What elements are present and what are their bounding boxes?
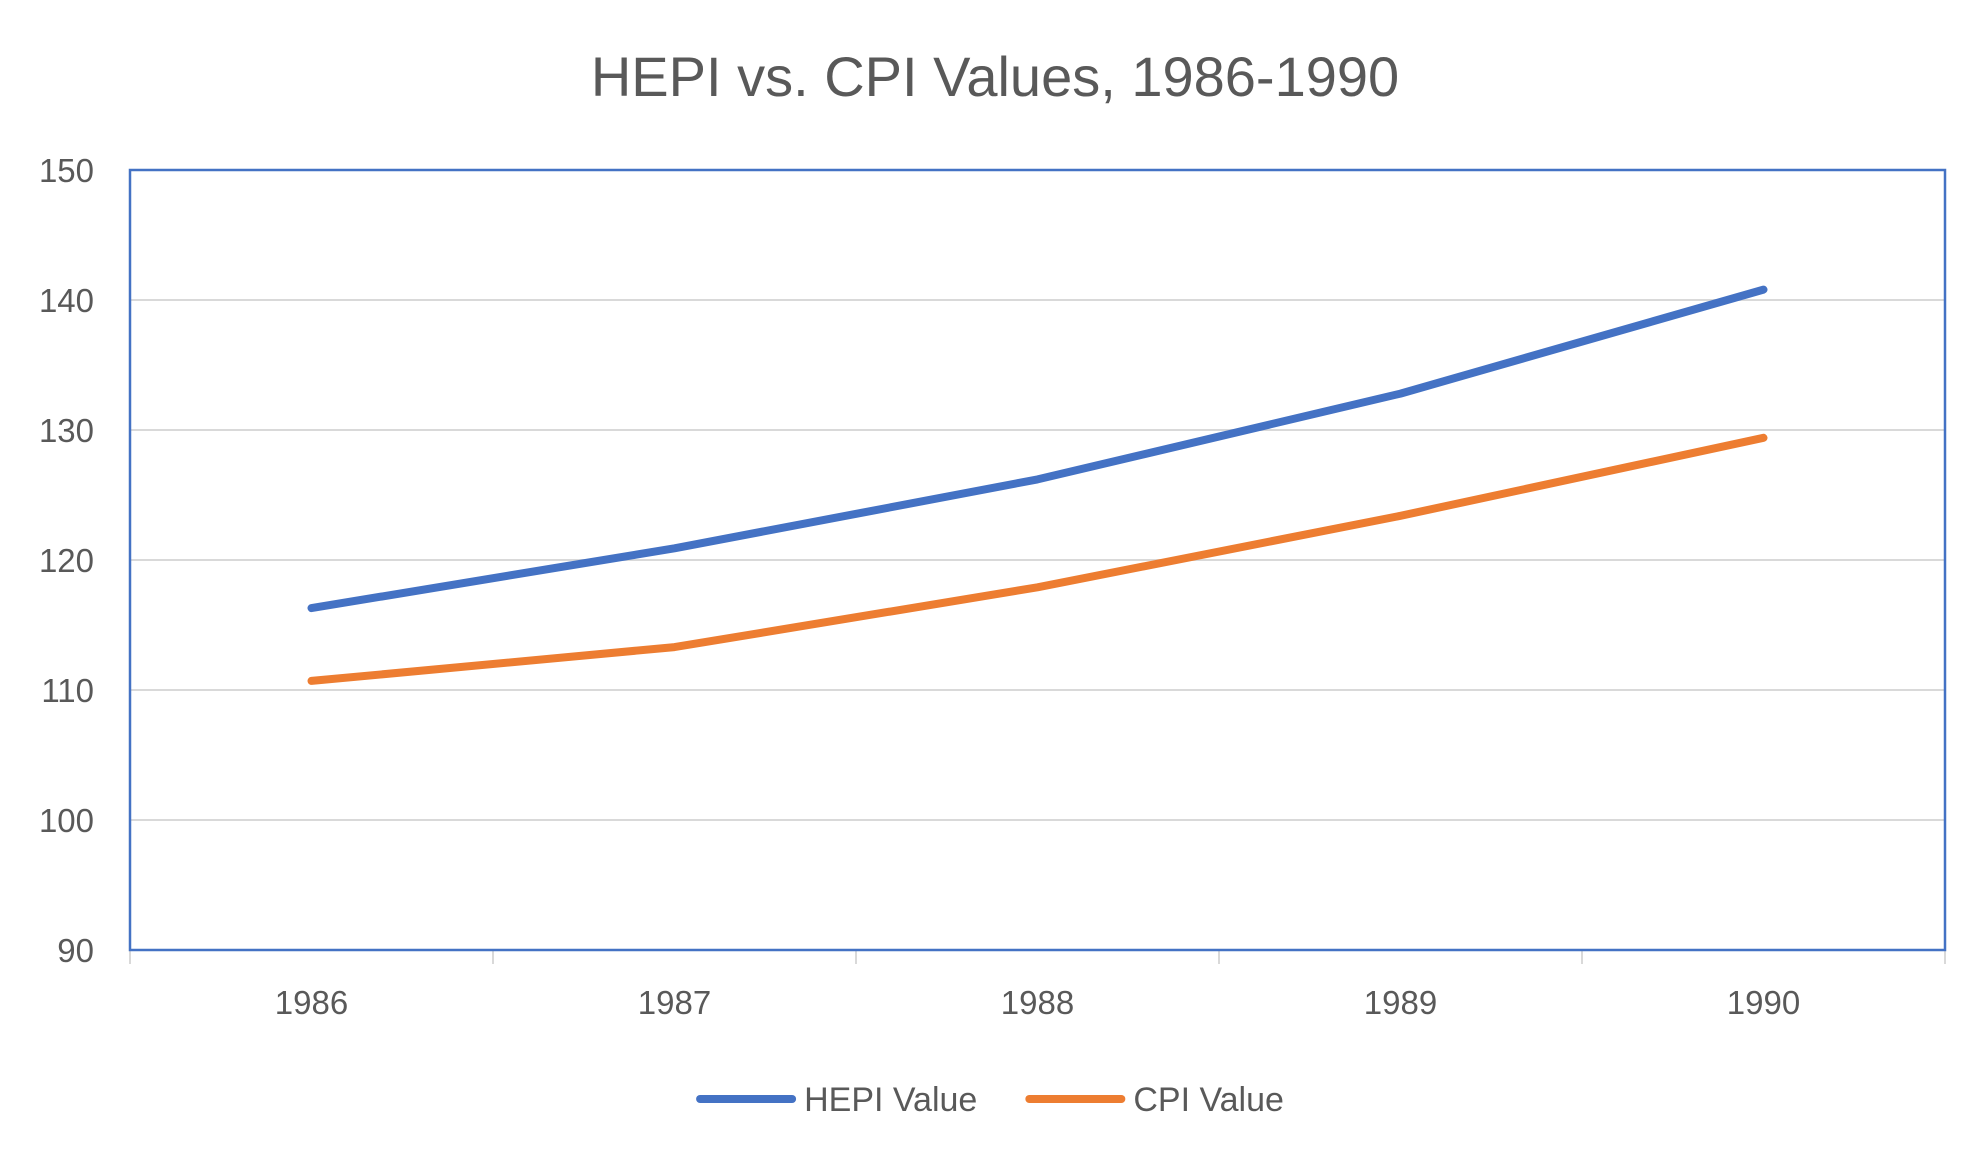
- y-axis-labels: 90 100 110 120 130 140 150: [39, 152, 94, 969]
- y-tick-label: 130: [39, 412, 94, 449]
- series-lines: [307, 285, 1768, 685]
- y-tick-label: 120: [39, 542, 94, 579]
- y-tick-label: 140: [39, 282, 94, 319]
- y-tick-label: 90: [57, 932, 94, 969]
- plot-area-border: [128, 168, 1947, 952]
- gridlines: [130, 299, 1945, 821]
- x-tick-label: 1987: [638, 984, 711, 1021]
- chart-title: HEPI vs. CPI Values, 1986-1990: [591, 45, 1399, 108]
- y-tick-label: 110: [41, 672, 94, 709]
- x-axis-ticks: [129, 950, 1946, 964]
- x-tick-label: 1988: [1001, 984, 1074, 1021]
- x-tick-label: 1986: [275, 984, 348, 1021]
- hepi-value-line: [307, 285, 1768, 613]
- x-tick-label: 1989: [1364, 984, 1437, 1021]
- y-tick-label: 100: [39, 802, 94, 839]
- legend: HEPI Value CPI Value: [696, 1081, 1284, 1119]
- legend-label-cpi-value: CPI Value: [1133, 1081, 1284, 1119]
- legend-label-hepi-value: HEPI Value: [804, 1081, 977, 1119]
- x-tick-label: 1990: [1727, 984, 1800, 1021]
- y-tick-label: 150: [39, 152, 94, 189]
- cpi-value-line: [307, 433, 1768, 685]
- x-axis-labels: 1986 1987 1988 1989 1990: [275, 984, 1800, 1021]
